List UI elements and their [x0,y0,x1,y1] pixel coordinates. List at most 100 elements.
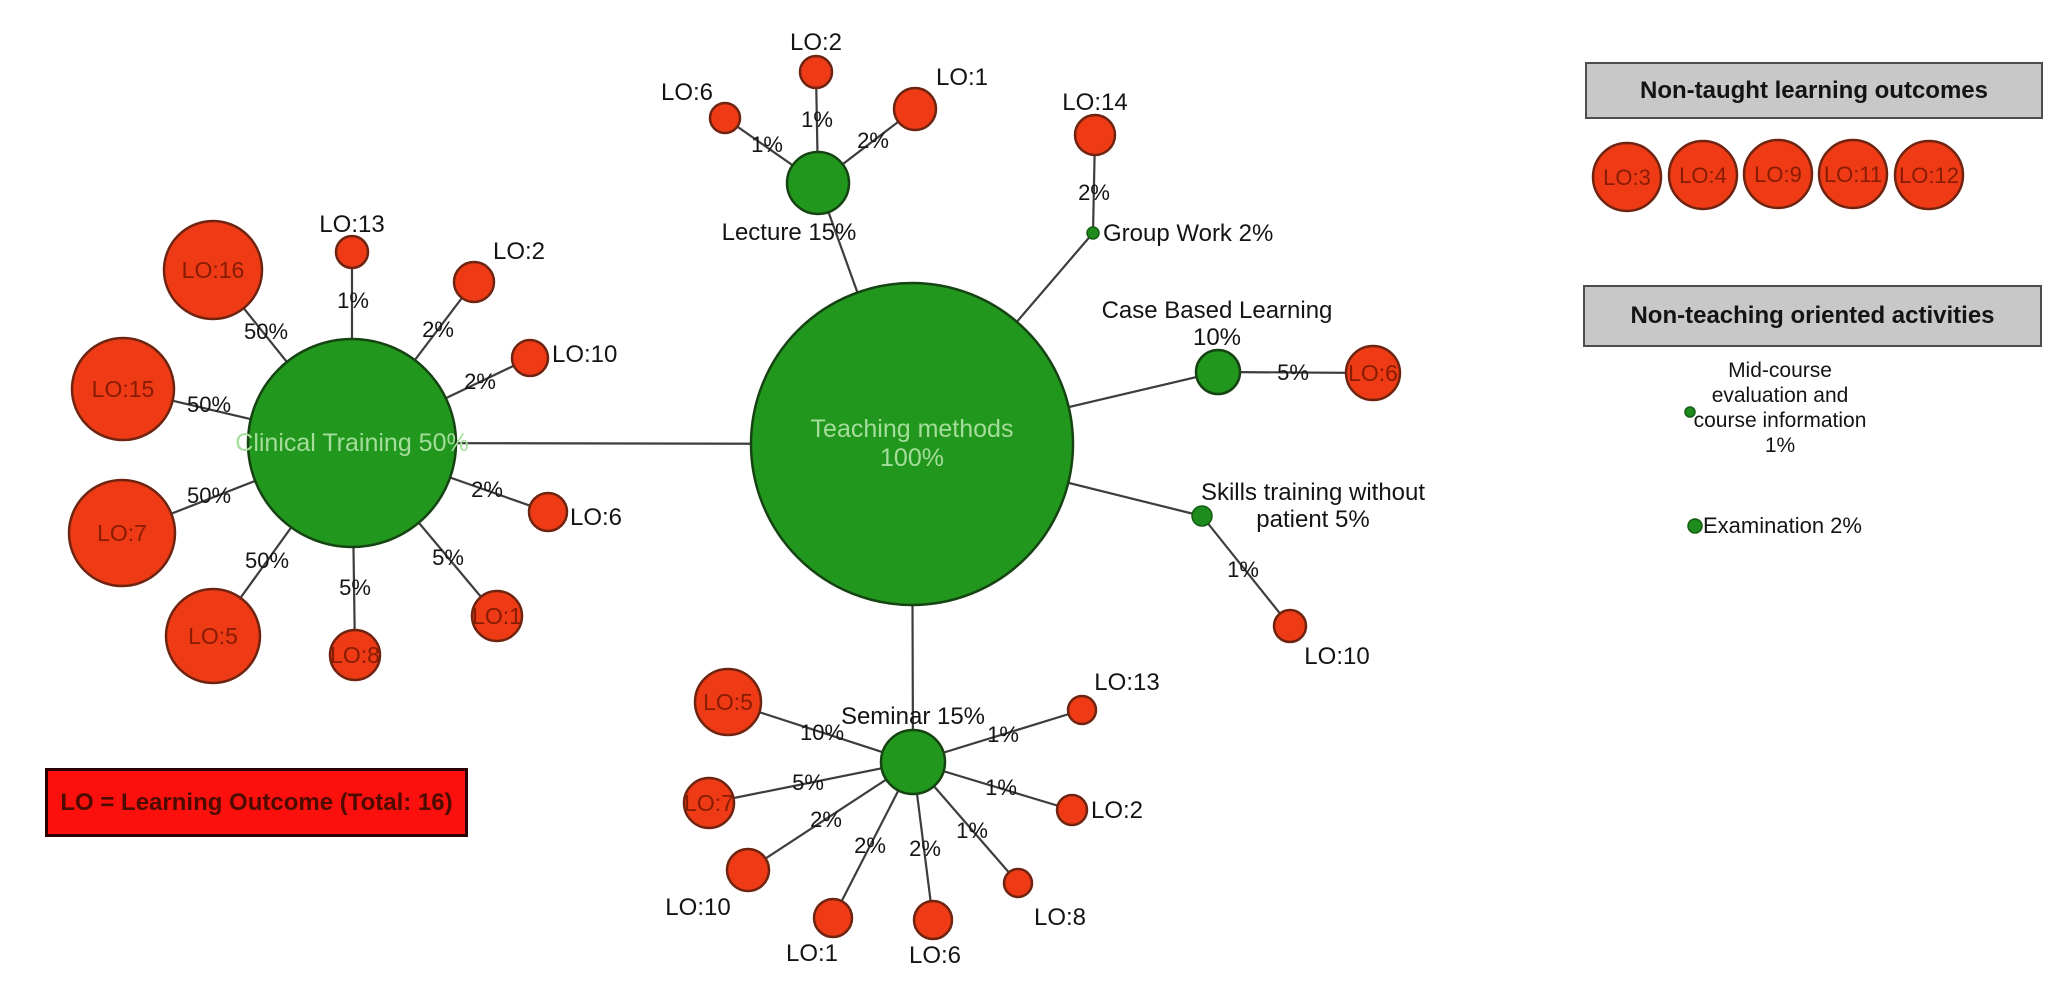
node-nt_lo12-circle [1893,139,1965,211]
node-label-c_lo6: LO:6 [570,504,622,531]
edge-skills-s_lo10 [1201,515,1291,627]
node-label-c_lo1: LO:1 [472,603,522,629]
edge-label-lecture-l_lo2: 1% [801,107,833,132]
edge-label-seminar-sem_lo13: 1% [987,722,1019,747]
node-label-nt_lo3: LO:3 [1603,165,1651,190]
node-label-c_lo8: LO:8 [330,642,380,668]
edge-label-lecture-l_lo1: 2% [857,128,889,153]
node-c_lo5-circle [164,587,262,685]
edge-label-seminar-sem_lo1: 2% [854,833,886,858]
midcourse-evaluation-item-label: Mid-course evaluation and course informa… [1693,359,1867,457]
node-label-l_lo1: LO:1 [936,64,988,91]
node-label-sem_lo6: LO:6 [909,942,961,969]
node-label-skills: Skills training without patient 5% [1201,479,1425,533]
node-label-teaching: Teaching methods 100% [811,415,1014,472]
examination-item-label: Examination 2% [1703,513,1862,538]
edge-label-clinical-c_lo16: 50% [244,319,288,344]
node-label-g_lo14: LO:14 [1062,89,1127,116]
node-label-s_lo10: LO:10 [1304,643,1369,670]
node-l_lo2-circle [798,54,834,90]
node-lecture-circle [785,150,851,216]
edge-label-clinical-c_lo5: 50% [245,548,289,573]
edge-label-clinical-c_lo8: 5% [339,575,371,600]
node-teaching-circle [749,281,1075,607]
node-label-sem_lo1: LO:1 [786,940,838,967]
node-c_lo1-circle [470,589,524,643]
node-label-c_lo7: LO:7 [97,520,147,546]
node-sem_lo2-circle [1055,793,1089,827]
edge-label-clinical-c_lo10: 2% [464,369,496,394]
edge-label-lecture-l_lo6: 1% [751,132,783,157]
node-sem_lo6-circle [912,899,954,941]
node-label-l_lo6: LO:6 [661,79,713,106]
node-label-c_lo2: LO:2 [493,238,545,265]
panel-header-non-taught-learning-outcomes: Non-taught learning outcomes [1585,62,2043,119]
node-label-nt_lo12: LO:12 [1899,163,1959,188]
node-c_lo2-circle [452,260,496,304]
panel-header-non-teaching-oriented-activities: Non-teaching oriented activities [1583,285,2042,347]
edge-label-skills-s_lo10: 1% [1227,557,1259,582]
learning-outcome-legend-box: LO = Learning Outcome (Total: 16) [45,768,468,837]
node-cbl_lo6-circle [1344,344,1402,402]
node-label-seminar: Seminar 15% [841,703,985,730]
edge-label-clinical-c_lo7: 50% [187,483,231,508]
node-exam_dot-dot [1687,518,1703,534]
node-sem_lo1-circle [812,897,854,939]
node-nt_lo11-circle [1817,138,1889,210]
edge-label-seminar-sem_lo8: 1% [956,818,988,843]
node-label-c_lo10: LO:10 [552,341,617,368]
node-sem_lo7-circle [682,776,736,830]
edge-label-seminar-sem_lo10: 2% [810,807,842,832]
node-label-cbl: Case Based Learning 10% [1102,297,1333,351]
node-label-sem_lo13: LO:13 [1094,669,1159,696]
node-label-lecture: Lecture 15% [722,219,857,246]
node-sem_lo8-circle [1002,867,1034,899]
node-nt_lo4-circle [1667,139,1739,211]
node-c_lo8-circle [328,628,382,682]
node-label-clinical: Clinical Training 50% [235,429,468,457]
node-c_lo10-circle [510,338,550,378]
node-c_lo15-circle [70,336,176,442]
node-label-sem_lo2: LO:2 [1091,797,1143,824]
edge-label-seminar-sem_lo7: 5% [792,770,824,795]
edge-label-clinical-c_lo2: 2% [422,317,454,342]
node-g_lo14-circle [1073,113,1117,157]
edge-label-seminar-sem_lo6: 2% [909,836,941,861]
node-c_lo6-circle [527,491,569,533]
edge-seminar-sem_lo7 [708,760,914,805]
edge-label-clinical-c_lo1: 5% [432,545,464,570]
node-seminar-circle [879,728,947,796]
edge-label-clinical-c_lo13: 1% [337,288,369,313]
node-label-sem_lo8: LO:8 [1034,904,1086,931]
node-sem_lo10-circle [725,847,771,893]
node-label-c_lo5: LO:5 [188,623,238,649]
node-cbl-circle [1194,348,1242,396]
edge-label-groupwork-g_lo14: 2% [1078,180,1110,205]
node-c_lo13-circle [334,234,370,270]
node-label-sem_lo10: LO:10 [665,894,730,921]
node-label-cbl_lo6: LO:6 [1348,360,1398,386]
node-label-sem_lo7: LO:7 [684,790,734,816]
node-sem_lo5-circle [693,667,763,737]
node-label-groupwork: Group Work 2% [1103,220,1273,247]
node-nt_lo3-circle [1591,141,1663,213]
node-label-nt_lo11: LO:11 [1824,162,1882,187]
edge-label-clinical-c_lo15: 50% [187,392,231,417]
node-s_lo10-circle [1272,608,1308,644]
node-groupwork-dot [1086,226,1100,240]
edge-label-clinical-c_lo6: 2% [471,477,503,502]
node-midcourse_dot-dot [1684,406,1696,418]
node-label-c_lo16: LO:16 [182,257,245,283]
node-label-c_lo15: LO:15 [92,376,155,402]
node-skills-dot [1191,505,1213,527]
node-label-sem_lo5: LO:5 [703,689,753,715]
node-label-c_lo13: LO:13 [319,211,384,238]
node-l_lo1-circle [892,86,938,132]
node-label-l_lo2: LO:2 [790,29,842,56]
node-label-nt_lo9: LO:9 [1754,162,1802,187]
node-c_lo16-circle [162,219,264,321]
node-clinical-circle [246,337,458,549]
node-nt_lo9-circle [1742,138,1814,210]
